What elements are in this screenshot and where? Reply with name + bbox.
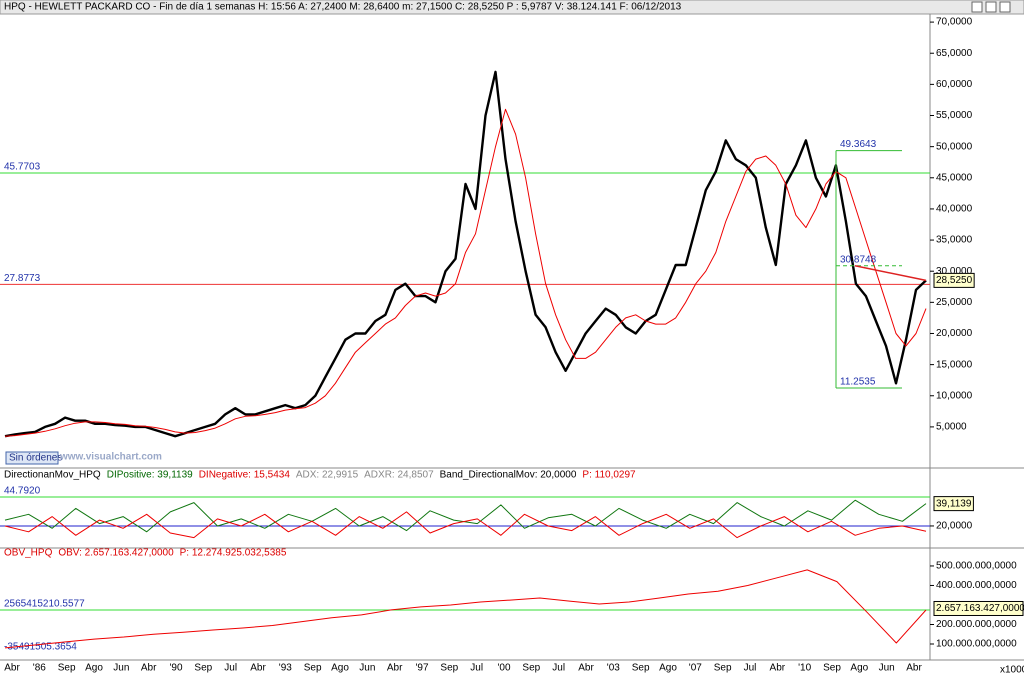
reference-label: 45.7703 <box>4 162 41 173</box>
legend-entry: P: 12.274.925.032,5385 <box>180 548 287 559</box>
x-tick-label: Jun <box>359 663 375 674</box>
last-value-label: 39,1139 <box>936 498 972 509</box>
y-tick-label: 65,0000 <box>936 48 973 59</box>
scale-note: x10000 <box>1000 665 1024 676</box>
y-tick-label: 5,0000 <box>936 422 967 433</box>
orders-button[interactable] <box>5 451 59 465</box>
x-tick-label: Sep <box>194 663 212 674</box>
title-bar <box>0 0 1024 15</box>
x-tick-label: Jun <box>113 663 129 674</box>
minimize-button[interactable] <box>971 1 983 13</box>
y-tick-label: 50,0000 <box>936 141 973 152</box>
trend-line <box>854 265 927 282</box>
y-tick-label: 45,0000 <box>936 172 973 183</box>
x-tick-label: Abr <box>387 663 403 674</box>
y-tick-label: 500.000.000,0000 <box>936 561 1017 572</box>
y-tick-label: 70,0000 <box>936 17 973 28</box>
y-tick-label: 55,0000 <box>936 110 973 121</box>
y-tick-label: 35,0000 <box>936 235 973 246</box>
legend-entry: ADX: 22,9915 <box>296 470 359 481</box>
legend-entry: OBV_HPQ <box>4 548 53 559</box>
y-tick-label: 20,0000 <box>936 521 973 532</box>
legend-entry: Band_DirectionalMov: 20,0000 <box>440 470 577 481</box>
x-tick-label: '00 <box>497 663 510 674</box>
x-tick-label: Jul <box>470 663 483 674</box>
legend-entry: DirectionanMov_HPQ <box>4 470 101 481</box>
last-value-box <box>933 496 974 512</box>
x-tick-label: Sep <box>632 663 650 674</box>
x-tick-label: Abr <box>250 663 266 674</box>
x-tick-label: Sep <box>522 663 540 674</box>
annotation-label: 30.8748 <box>840 254 877 265</box>
y-tick-label: 20,0000 <box>936 328 973 339</box>
x-tick-label: Abr <box>4 663 20 674</box>
series-line <box>4 70 927 438</box>
annotation-label: 49.3643 <box>840 139 877 150</box>
x-tick-label: Sep <box>58 663 76 674</box>
series-line <box>4 108 927 437</box>
window-title: HPQ - HEWLETT PACKARD CO - Fin de día 1 … <box>4 2 682 13</box>
y-tick-label: 40,0000 <box>936 204 973 215</box>
last-value-label: 28,5250 <box>936 275 973 286</box>
x-tick-label: Jul <box>744 663 757 674</box>
x-tick-label: Sep <box>823 663 841 674</box>
x-tick-label: Jul <box>552 663 565 674</box>
x-tick-label: Ago <box>659 663 677 674</box>
x-tick-label: Abr <box>906 663 922 674</box>
x-tick-label: Sep <box>440 663 458 674</box>
legend-entry: DINegative: 15,5434 <box>199 470 291 481</box>
y-tick-label: 15,0000 <box>936 359 973 370</box>
x-tick-label: Abr <box>578 663 594 674</box>
series-line <box>4 569 927 649</box>
reference-label: 27.8773 <box>4 273 41 284</box>
x-tick-label: Ago <box>850 663 868 674</box>
legend-entry: ADXR: 24,8507 <box>364 470 434 481</box>
x-tick-label: Sep <box>714 663 732 674</box>
close-button[interactable] <box>999 1 1011 13</box>
x-tick-label: Jun <box>879 663 895 674</box>
y-tick-label: 400.000.000,0000 <box>936 580 1017 591</box>
maximize-button[interactable] <box>985 1 997 13</box>
x-tick-label: Ago <box>85 663 103 674</box>
x-tick-label: Abr <box>141 663 157 674</box>
legend-entry: OBV: 2.657.163.427,0000 <box>58 548 174 559</box>
x-tick-label: Ago <box>331 663 349 674</box>
watermark: www.visualchart.com <box>59 452 162 463</box>
annotation-label: 11.2535 <box>840 377 876 388</box>
reference-label: -35491505.3654 <box>4 642 77 653</box>
x-tick-label: Abr <box>770 663 786 674</box>
last-value-box <box>933 600 1024 616</box>
y-tick-label: 30,0000 <box>936 266 973 277</box>
series-line <box>4 511 927 539</box>
x-tick-label: '97 <box>415 663 428 674</box>
y-tick-label: 25,0000 <box>936 297 973 308</box>
orders-button-label: Sin órdenes <box>9 453 62 464</box>
last-value-box <box>933 272 975 288</box>
x-tick-label: '07 <box>689 663 702 674</box>
x-tick-label: Jul <box>224 663 237 674</box>
y-tick-label: 100.000.000,0000 <box>936 639 1017 650</box>
reference-label: 44.7920 <box>4 486 41 497</box>
legend-entry: DIPositive: 39,1139 <box>107 470 193 481</box>
x-tick-label: Sep <box>304 663 322 674</box>
reference-label: 2565415210.5577 <box>4 599 85 610</box>
x-tick-label: '93 <box>279 663 292 674</box>
legend-entry: P: 110,0297 <box>582 470 636 481</box>
x-tick-label: '86 <box>33 663 46 674</box>
x-tick-label: '90 <box>169 663 182 674</box>
last-value-label: 2.657.163.427,0000 <box>936 603 1024 614</box>
x-tick-label: '10 <box>798 663 811 674</box>
y-tick-label: 10,0000 <box>936 390 973 401</box>
y-tick-label: 200.000.000,0000 <box>936 619 1017 630</box>
y-tick-label: 60,0000 <box>936 79 973 90</box>
x-tick-label: '03 <box>607 663 620 674</box>
